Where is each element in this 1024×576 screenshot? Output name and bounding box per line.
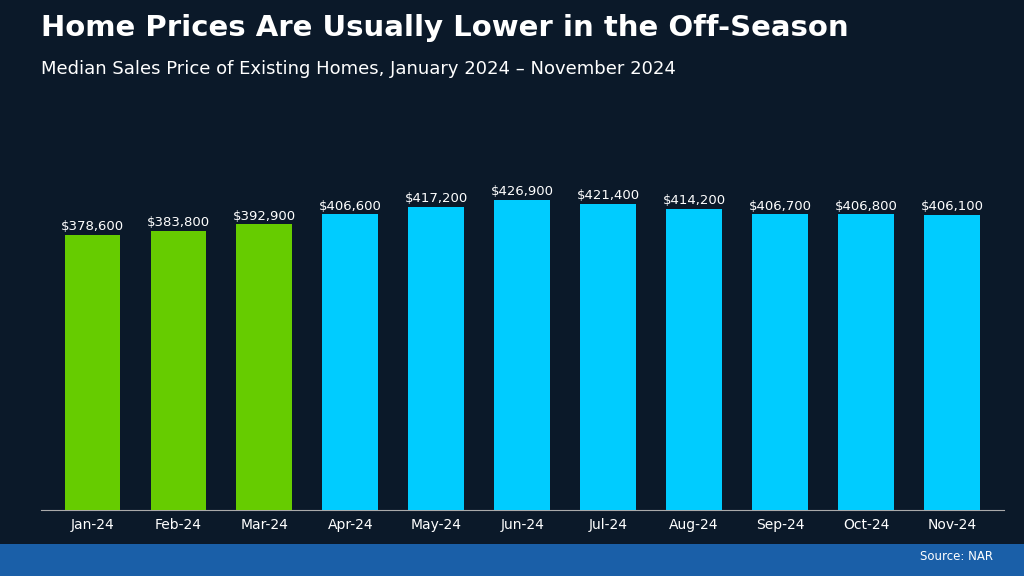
Text: $421,400: $421,400 [577,189,640,202]
Text: $406,700: $406,700 [749,199,812,213]
Text: Median Sales Price of Existing Homes, January 2024 – November 2024: Median Sales Price of Existing Homes, Ja… [41,60,676,78]
Bar [237,225,292,510]
Text: Home Prices Are Usually Lower in the Off-Season: Home Prices Are Usually Lower in the Off… [41,14,849,43]
Bar [753,214,808,510]
Text: $406,600: $406,600 [318,200,382,213]
Text: $383,800: $383,800 [146,216,210,229]
Bar [667,209,722,510]
Bar [151,231,207,510]
Text: Source: NAR: Source: NAR [921,550,993,563]
Bar [838,214,894,510]
Bar [581,204,636,510]
Bar [924,215,980,510]
Bar [323,214,378,510]
Bar [409,207,464,510]
Text: $406,800: $406,800 [835,199,897,213]
Text: $406,100: $406,100 [921,200,983,213]
Text: $378,600: $378,600 [61,220,124,233]
Text: $426,900: $426,900 [490,185,554,198]
Bar [65,235,121,510]
Text: $414,200: $414,200 [663,194,726,207]
Text: $417,200: $417,200 [404,192,468,205]
Text: $392,900: $392,900 [232,210,296,222]
Bar [495,200,550,510]
